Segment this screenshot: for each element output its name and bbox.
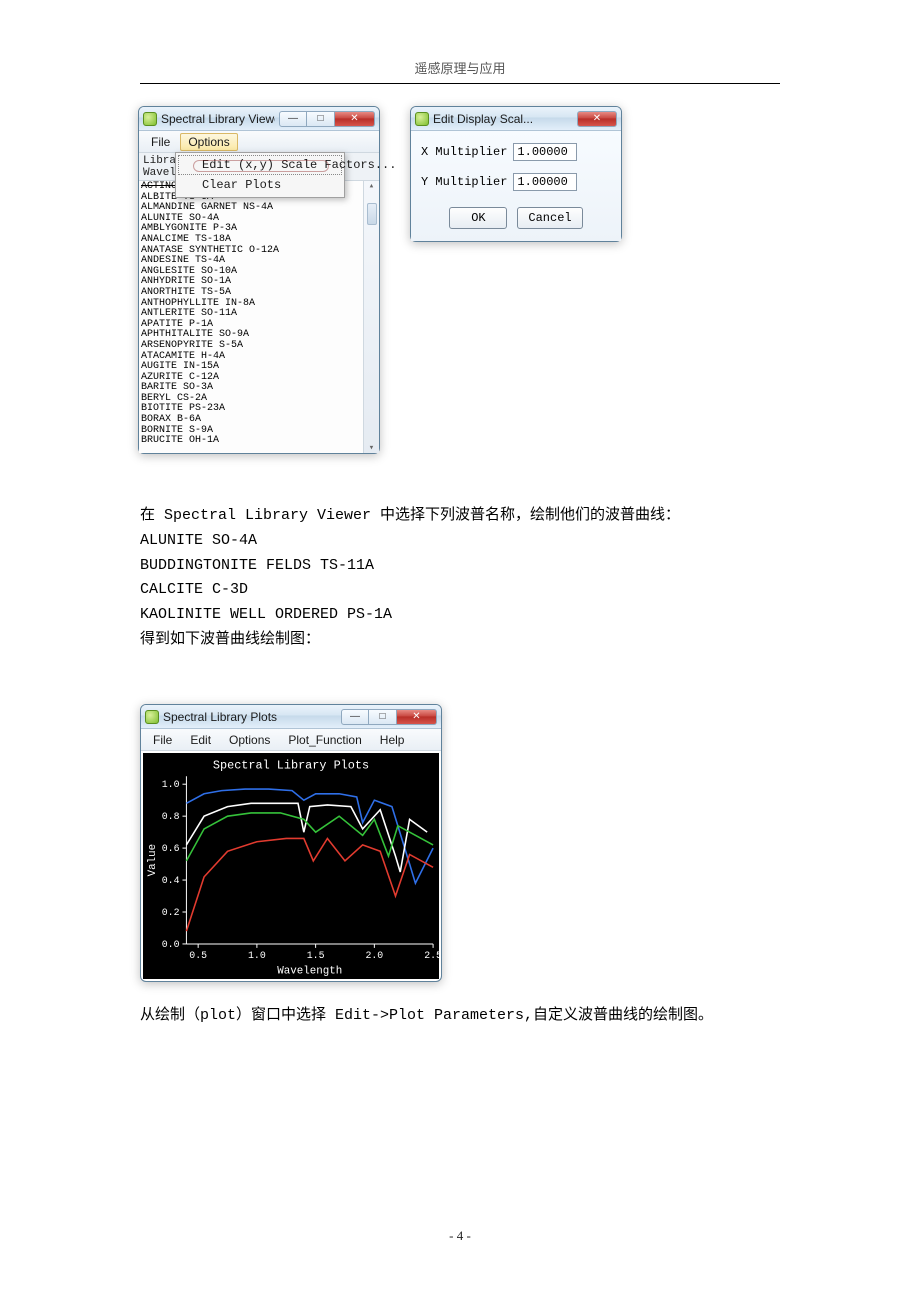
- scrollbar[interactable]: ▴ ▾: [363, 181, 379, 453]
- plot-svg: Spectral Library Plots 0.0 0.2 0.4 0.6 0.8 1.0…: [143, 753, 439, 979]
- app-icon: [143, 112, 157, 126]
- intro-text: 在 Spectral Library Viewer 中选择下列波普名称，绘制他们…: [140, 504, 680, 653]
- page-header: 遥感原理与应用: [0, 58, 920, 84]
- page-header-text: 遥感原理与应用: [414, 61, 505, 76]
- spectral-library-plots-window: Spectral Library Plots — □ ✕ File Edit O…: [140, 704, 442, 982]
- spectra-listbox[interactable]: ACTINOLITE IN-4AALBITE TS-6AALMANDINE GA…: [139, 181, 379, 453]
- subinfo-bar: Libra Wavel Edit (x,y) Scale Factors... …: [139, 153, 379, 181]
- scroll-thumb[interactable]: [367, 203, 377, 225]
- menubar: File Edit Options Plot_Function Help: [141, 729, 441, 751]
- minimize-button[interactable]: —: [279, 111, 307, 127]
- ok-button[interactable]: OK: [449, 207, 507, 229]
- svg-text:0.2: 0.2: [162, 907, 180, 918]
- intro-line1: 在 Spectral Library Viewer 中选择下列波普名称，绘制他们…: [140, 504, 680, 529]
- list-item[interactable]: ANALCIME TS-18A: [141, 235, 361, 246]
- x-multiplier-label: X Multiplier: [421, 145, 507, 159]
- closing-line: 从绘制（plot）窗口中选择 Edit->Plot Parameters,自定义…: [140, 1007, 713, 1024]
- titlebar[interactable]: Edit Display Scal... ✕: [411, 107, 621, 131]
- mineral-1: ALUNITE SO-4A: [140, 529, 680, 554]
- svg-text:1.0: 1.0: [248, 950, 266, 961]
- scroll-down-icon[interactable]: ▾: [369, 443, 374, 453]
- spectral-library-viewer-window: Spectral Library Viewer — □ ✕ File Optio…: [138, 106, 380, 454]
- menu-options[interactable]: Options: [221, 731, 278, 749]
- svg-text:1.5: 1.5: [307, 950, 325, 961]
- svg-text:Spectral Library Plots: Spectral Library Plots: [213, 758, 369, 772]
- mineral-4: KAOLINITE WELL ORDERED PS-1A: [140, 603, 680, 628]
- svg-text:0.6: 0.6: [162, 843, 180, 854]
- window-title: Spectral Library Plots: [163, 710, 337, 724]
- menu-file[interactable]: File: [145, 731, 180, 749]
- subinfo-line2: Wavel: [143, 167, 176, 179]
- svg-text:2.0: 2.0: [365, 950, 383, 961]
- minimize-button[interactable]: —: [341, 709, 369, 725]
- page-number: - 4 -: [0, 1228, 920, 1244]
- intro-line2: 得到如下波普曲线绘制图：: [140, 628, 680, 653]
- dropdown-clear-plots[interactable]: Clear Plots: [178, 175, 342, 195]
- x-multiplier-row: X Multiplier: [411, 137, 621, 167]
- menu-file[interactable]: File: [143, 133, 178, 151]
- titlebar[interactable]: Spectral Library Plots — □ ✕: [141, 705, 441, 729]
- y-multiplier-input[interactable]: [513, 173, 577, 191]
- header-rule: [140, 83, 780, 84]
- close-button[interactable]: ✕: [335, 111, 375, 127]
- close-button[interactable]: ✕: [397, 709, 437, 725]
- subinfo-line1: Libra: [143, 155, 176, 167]
- menu-plot-function[interactable]: Plot_Function: [280, 731, 369, 749]
- plot-area: Spectral Library Plots 0.0 0.2 0.4 0.6 0.8 1.0…: [143, 753, 439, 979]
- close-button[interactable]: ✕: [577, 111, 617, 127]
- menu-help[interactable]: Help: [372, 731, 413, 749]
- list-item[interactable]: ANORTHITE TS-5A: [141, 288, 361, 299]
- menubar: File Options: [139, 131, 379, 153]
- menu-edit[interactable]: Edit: [182, 731, 219, 749]
- y-multiplier-row: Y Multiplier: [411, 167, 621, 197]
- mineral-2: BUDDINGTONITE FELDS TS-11A: [140, 554, 680, 579]
- app-icon: [145, 710, 159, 724]
- svg-text:Value: Value: [147, 844, 159, 877]
- svg-text:2.5: 2.5: [424, 950, 439, 961]
- mineral-3: CALCITE C-3D: [140, 578, 680, 603]
- list-item[interactable]: BRUCITE OH-1A: [141, 436, 361, 447]
- cancel-button[interactable]: Cancel: [517, 207, 582, 229]
- maximize-button[interactable]: □: [369, 709, 397, 725]
- svg-text:Wavelength: Wavelength: [277, 966, 342, 978]
- window-title: Spectral Library Viewer: [161, 112, 275, 126]
- window-title: Edit Display Scal...: [433, 112, 573, 126]
- svg-text:0.4: 0.4: [162, 875, 180, 886]
- menu-options[interactable]: Options: [180, 133, 237, 151]
- closing-text: 从绘制（plot）窗口中选择 Edit->Plot Parameters,自定义…: [140, 1004, 713, 1029]
- svg-text:0.8: 0.8: [162, 811, 180, 822]
- list-item[interactable]: ARSENOPYRITE S-5A: [141, 341, 361, 352]
- titlebar[interactable]: Spectral Library Viewer — □ ✕: [139, 107, 379, 131]
- svg-text:0.5: 0.5: [189, 950, 207, 961]
- scroll-up-icon[interactable]: ▴: [369, 181, 374, 191]
- svg-text:0.0: 0.0: [162, 939, 180, 950]
- x-multiplier-input[interactable]: [513, 143, 577, 161]
- options-dropdown: Edit (x,y) Scale Factors... Clear Plots: [175, 152, 345, 198]
- svg-text:1.0: 1.0: [162, 779, 180, 790]
- edit-display-scale-dialog: Edit Display Scal... ✕ X Multiplier Y Mu…: [410, 106, 622, 242]
- dropdown-edit-scale-factors[interactable]: Edit (x,y) Scale Factors...: [178, 155, 342, 175]
- app-icon: [415, 112, 429, 126]
- y-multiplier-label: Y Multiplier: [421, 175, 507, 189]
- maximize-button[interactable]: □: [307, 111, 335, 127]
